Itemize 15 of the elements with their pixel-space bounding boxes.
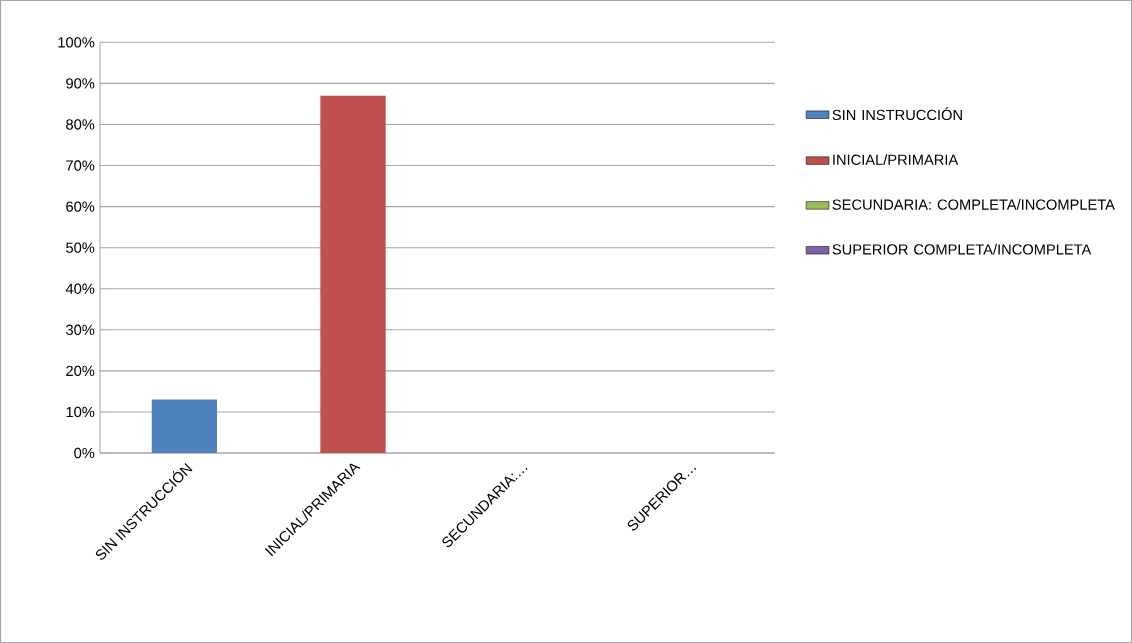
- y-tick-label: 80%: [66, 119, 95, 130]
- legend-label: SUPERIOR COMPLETA/INCOMPLETA: [832, 243, 1092, 255]
- y-tick-label: 10%: [66, 406, 95, 418]
- y-tick-label: 50%: [66, 242, 95, 253]
- legend-label: SECUNDARIA: COMPLETA/INCOMPLETA: [832, 199, 1115, 210]
- y-tick-label: 60%: [66, 201, 95, 212]
- y-tick-label: 30%: [66, 324, 95, 335]
- legend-label: INICIAL/PRIMARIA: [833, 154, 959, 165]
- y-tick-label: 70%: [66, 160, 95, 171]
- y-tick-label: 100%: [58, 37, 95, 48]
- legend-label: SIN INSTRUCCIÓN: [832, 107, 962, 121]
- y-tick-label: 0%: [74, 447, 95, 459]
- y-tick-label: 20%: [66, 365, 95, 377]
- y-tick-label: 40%: [65, 283, 95, 294]
- y-tick-label: 90%: [66, 78, 95, 89]
